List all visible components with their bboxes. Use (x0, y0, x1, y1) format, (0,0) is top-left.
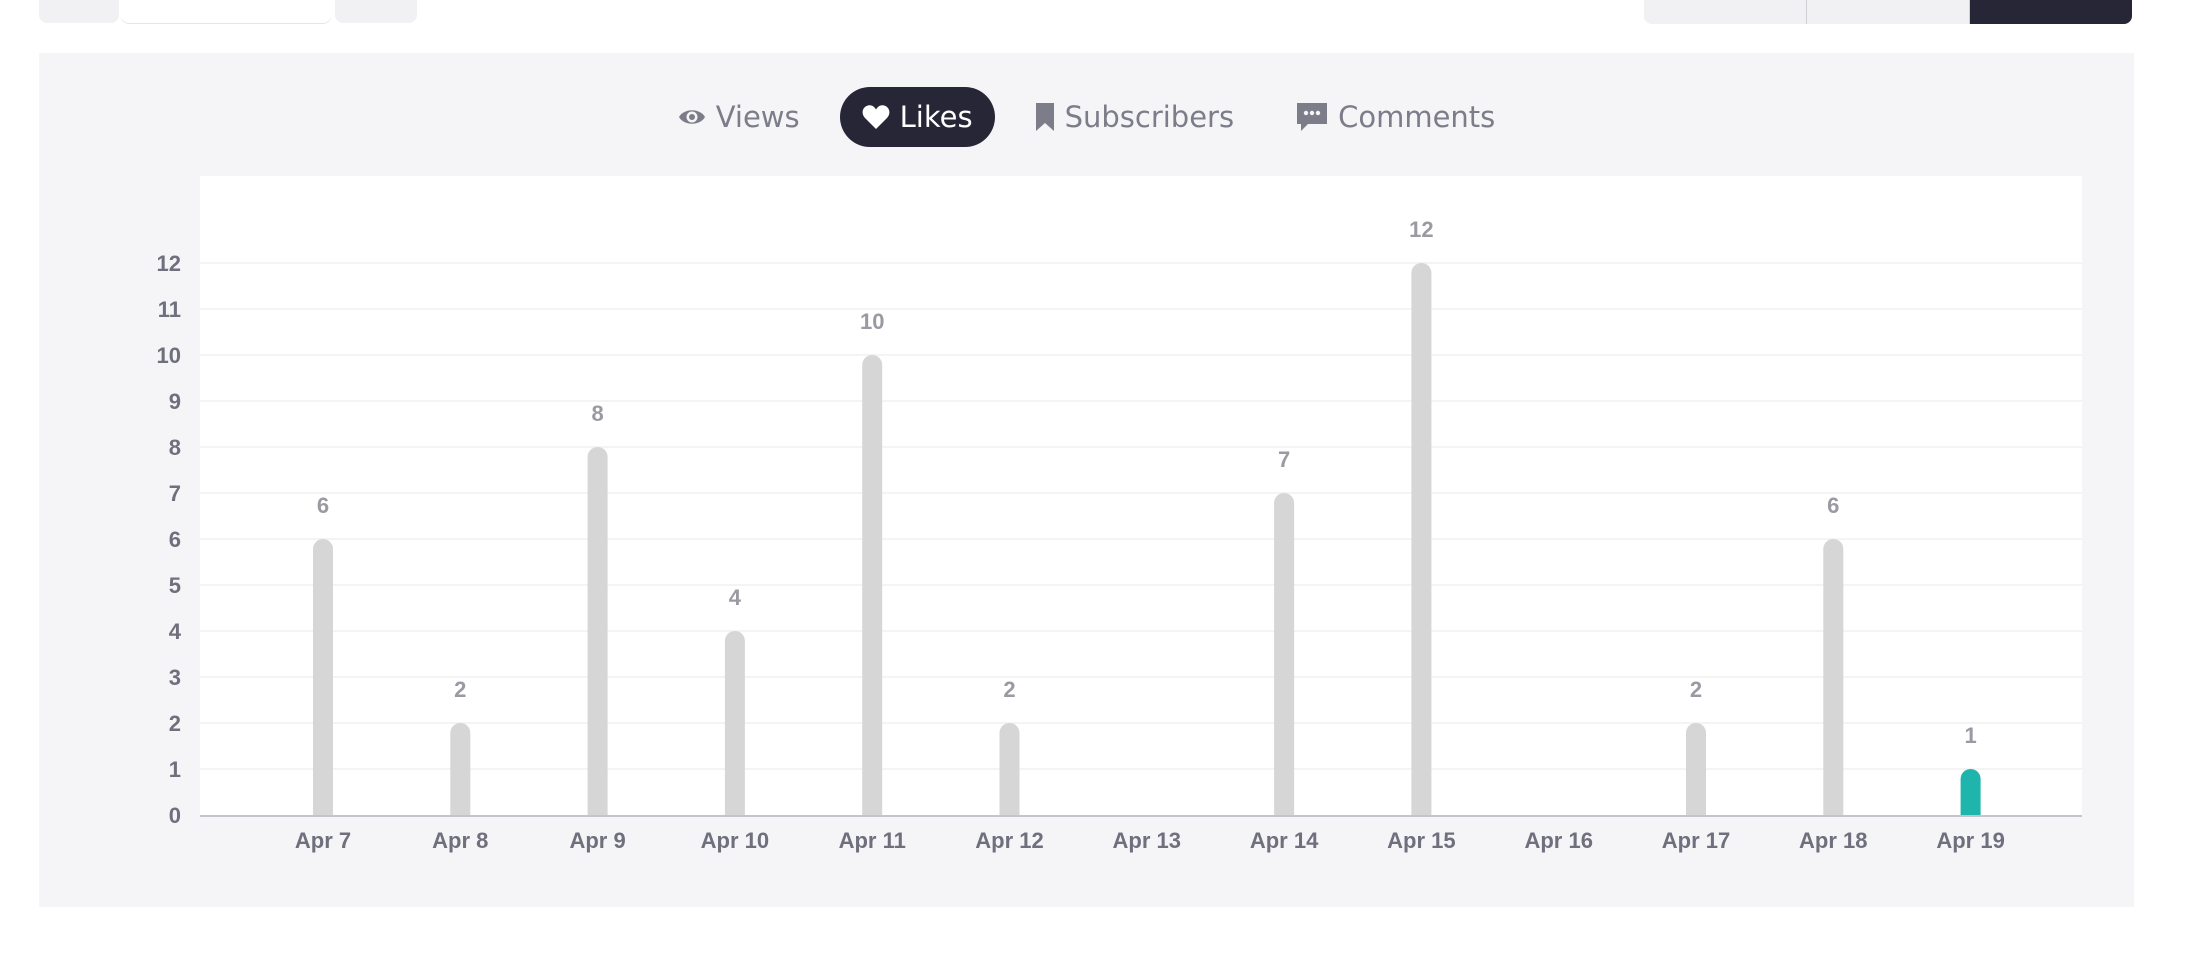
y-tick-label: 7 (169, 481, 181, 506)
x-tick-label: Apr 19 (1936, 828, 2004, 853)
top-tab-selected[interactable] (121, 0, 331, 23)
tab-likes[interactable]: Likes (839, 87, 995, 147)
x-axis: Apr 7 Apr 8 Apr 9 Apr 10 Apr 11 Apr 12 Apr 13 A… (200, 815, 2082, 853)
y-tick-label: 6 (169, 527, 181, 552)
x-tick-label: Apr 14 (1250, 828, 1319, 853)
tab-comments[interactable]: Comments (1274, 87, 1517, 147)
y-tick-label: 10 (157, 343, 181, 368)
y-tick-label: 9 (169, 389, 181, 414)
bar[interactable] (724, 631, 745, 815)
range-option-3[interactable] (1970, 0, 2132, 24)
y-tick-label: 1 (169, 757, 181, 782)
bar[interactable] (999, 723, 1020, 815)
bar-value-label: 6 (317, 493, 329, 518)
plot-area (200, 176, 2082, 816)
x-tick-label: Apr 18 (1799, 828, 1867, 853)
bar-value-label: 2 (1003, 677, 1015, 702)
bookmark-icon (1035, 102, 1055, 132)
x-tick-label: Apr 15 (1387, 828, 1455, 853)
x-tick-label: Apr 8 (432, 828, 488, 853)
tab-subscribers-label: Subscribers (1064, 100, 1235, 134)
bars (313, 263, 1981, 815)
x-tick-label: Apr 11 (839, 828, 906, 853)
y-tick-label: 0 (169, 803, 181, 828)
x-tick-label: Apr 17 (1662, 828, 1730, 853)
metric-tabs: Views Likes Subscribers (39, 86, 2134, 148)
bar-value-label: 10 (860, 309, 884, 334)
y-tick-label: 4 (169, 619, 182, 644)
tab-views[interactable]: Views (656, 87, 822, 147)
tab-subscribers[interactable]: Subscribers (1013, 87, 1257, 147)
bar-value-label: 8 (591, 401, 603, 426)
bar-value-label: 6 (1827, 493, 1839, 518)
bar[interactable] (862, 355, 883, 815)
top-tab-left[interactable] (39, 0, 119, 23)
bar-value-label: 2 (454, 677, 466, 702)
x-tick-label: Apr 9 (569, 828, 625, 853)
eye-icon (678, 106, 706, 128)
bar[interactable] (313, 539, 333, 815)
top-tab-right[interactable] (335, 0, 417, 23)
y-tick-label: 3 (169, 665, 181, 690)
comment-icon (1296, 102, 1328, 132)
bar[interactable] (450, 723, 471, 815)
x-tick-label: Apr 10 (701, 828, 769, 853)
bar[interactable] (1411, 263, 1432, 815)
x-tick-label: Apr 7 (295, 828, 351, 853)
bar[interactable] (1960, 769, 1981, 815)
bar-value-label: 1 (1964, 723, 1976, 748)
value-labels: 6 2 8 4 10 2 7 12 2 6 1 (317, 217, 1977, 748)
y-tick-label: 5 (169, 573, 181, 598)
y-tick-label: 12 (157, 251, 181, 276)
gridlines (200, 262, 2082, 770)
heart-icon (862, 104, 890, 130)
y-tick-label: 8 (169, 435, 181, 460)
date-range-toggle (1644, 0, 2132, 24)
bar[interactable] (1274, 493, 1295, 815)
y-tick-label: 2 (169, 711, 181, 736)
tab-views-label: Views (715, 100, 800, 134)
range-option-1[interactable] (1644, 0, 1807, 24)
bar-value-label: 12 (1409, 217, 1433, 242)
x-tick-label: Apr 13 (1113, 828, 1181, 853)
y-tick-label: 11 (158, 297, 181, 322)
tab-likes-label: Likes (899, 100, 973, 134)
range-option-2[interactable] (1807, 0, 1970, 24)
bar-value-label: 7 (1278, 447, 1290, 472)
x-tick-label: Apr 16 (1524, 828, 1592, 853)
bar-value-label: 2 (1690, 677, 1702, 702)
bar[interactable] (1686, 723, 1706, 815)
bar[interactable] (587, 447, 608, 815)
tab-comments-label: Comments (1338, 100, 1496, 134)
bar-value-label: 4 (729, 585, 742, 610)
x-tick-label: Apr 12 (975, 828, 1043, 853)
bar[interactable] (1823, 539, 1844, 815)
